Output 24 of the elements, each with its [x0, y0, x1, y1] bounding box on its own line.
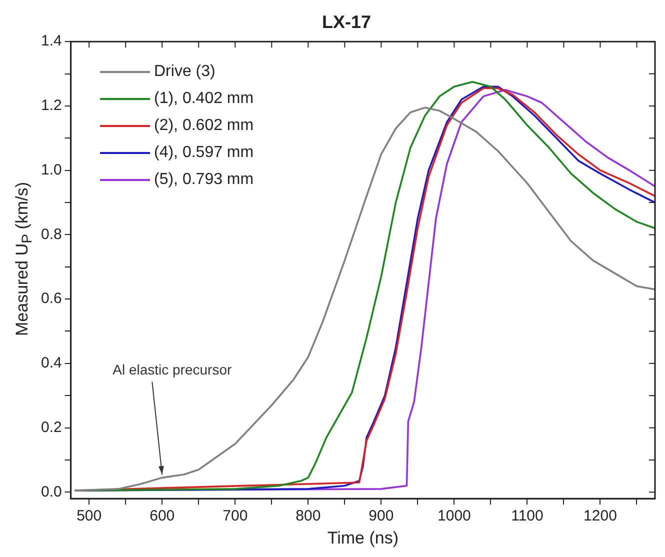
y-tick-label: 0.6 [40, 290, 62, 308]
x-tick-label: 700 [222, 508, 248, 525]
x-tick-label: 600 [150, 508, 175, 525]
legend-label: (4), 0.597 mm [154, 144, 254, 162]
legend-label: (5), 0.793 mm [154, 170, 254, 188]
x-tick-label: 1200 [584, 508, 617, 525]
x-tick-label: 500 [76, 508, 102, 525]
x-tick-label: 1000 [438, 508, 471, 525]
annotation: Al elastic precursor [112, 362, 232, 378]
legend-label: Drive (3) [154, 62, 216, 80]
x-axis-title: Time (ns) [327, 528, 399, 548]
chart-title: LX-17 [322, 12, 372, 32]
legend-label: (2), 0.602 mm [154, 116, 254, 134]
y-tick-label: 0.2 [40, 418, 62, 436]
legend-label: (1), 0.402 mm [154, 90, 254, 108]
y-tick-label: 1.4 [40, 32, 62, 50]
x-tick-label: 900 [368, 508, 394, 525]
y-tick-label: 1.0 [40, 161, 62, 178]
y-tick-label: 0.4 [40, 354, 62, 372]
y-tick-label: 0.0 [40, 483, 62, 500]
y-tick-label: 0.8 [40, 226, 62, 243]
x-tick-label: 800 [296, 508, 321, 525]
x-tick-label: 1100 [511, 508, 544, 525]
y-tick-label: 1.2 [40, 97, 62, 114]
